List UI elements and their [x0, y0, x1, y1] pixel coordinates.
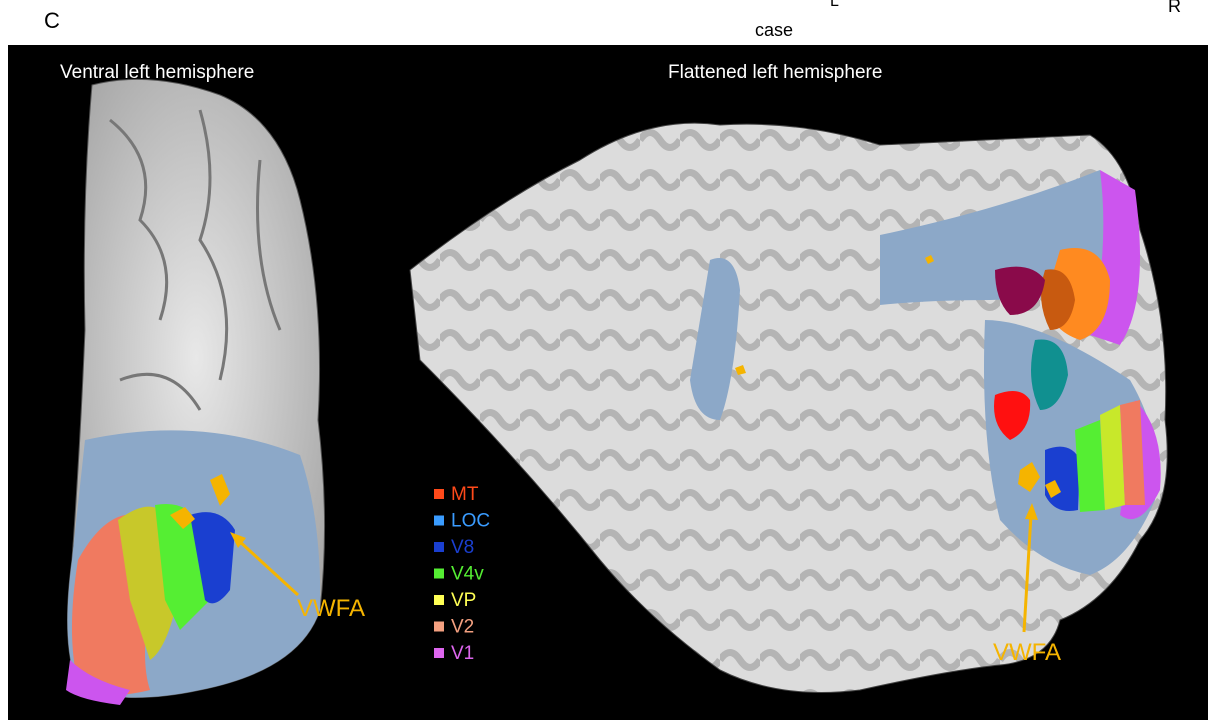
legend-label: V1: [451, 643, 474, 664]
flattened-brain: [409, 122, 1168, 693]
legend-label: VP: [451, 590, 476, 611]
panel-label: C: [44, 8, 60, 33]
legend-swatch: [434, 648, 444, 658]
header-fragment: case: [755, 20, 793, 40]
legend-swatch: [434, 595, 444, 605]
annotation: VWFA: [993, 639, 1061, 666]
legend-swatch: [434, 568, 444, 579]
legend-label: V4v: [451, 564, 484, 585]
legend: MT LOC V8 V4v VP V2 V1: [434, 484, 490, 664]
annotation-arrows: [230, 503, 1038, 633]
header-fragment: L: [830, 0, 839, 10]
view-title: Flattened left hemisphere: [668, 62, 882, 83]
legend-label: V2: [451, 617, 474, 638]
annotation: VWFA: [297, 595, 365, 622]
legend-swatch: [434, 515, 444, 526]
legend-swatch: [434, 542, 444, 552]
legend-label: V8: [451, 537, 474, 558]
header-fragment: R: [1168, 0, 1181, 16]
legend-label: LOC: [451, 511, 490, 532]
ventral-brain: [66, 78, 326, 705]
legend-label: MT: [451, 484, 479, 505]
legend-swatch: [434, 489, 444, 499]
legend-swatch: [434, 621, 444, 632]
view-title: Ventral left hemisphere: [60, 62, 254, 83]
